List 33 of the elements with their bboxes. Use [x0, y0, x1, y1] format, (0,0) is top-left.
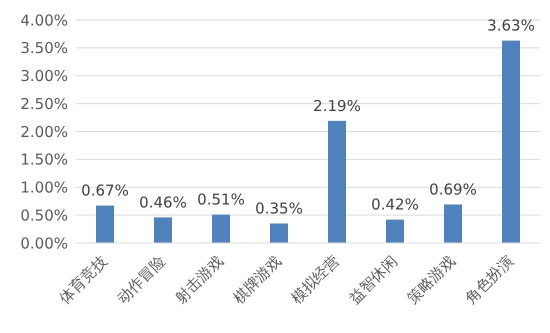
bar: [502, 40, 520, 243]
x-tick-label: 模拟经营: [288, 252, 343, 308]
bar: [96, 206, 114, 243]
y-tick-label: 3.00%: [20, 67, 68, 86]
bar: [386, 220, 404, 243]
y-tick-label: 1.00%: [20, 178, 68, 197]
x-tick-label: 棋牌游戏: [230, 252, 285, 308]
y-tick-label: 2.50%: [20, 94, 68, 113]
bar: [154, 217, 172, 243]
y-tick-label: 3.50%: [20, 39, 68, 58]
data-label: 0.35%: [255, 199, 303, 218]
data-label: 2.19%: [313, 96, 361, 115]
data-label: 0.69%: [429, 180, 477, 199]
bar: [212, 214, 230, 243]
data-label: 0.42%: [371, 196, 419, 214]
bar: [328, 120, 346, 243]
x-tick-label: 动作冒险: [114, 252, 169, 308]
bar: [444, 204, 462, 243]
y-tick-label: 0.50%: [20, 206, 68, 224]
bar: [270, 223, 288, 243]
data-label: 0.51%: [197, 190, 245, 209]
data-label: 0.46%: [139, 193, 187, 212]
y-tick-label: 4.00%: [20, 11, 68, 30]
x-tick-label: 射击游戏: [172, 252, 227, 308]
data-label: 0.67%: [81, 182, 129, 200]
data-label: 3.63%: [487, 16, 535, 35]
x-tick-label: 益智休闲: [346, 252, 401, 308]
x-tick-label: 策略游戏: [404, 252, 459, 308]
y-tick-label: 1.50%: [20, 150, 68, 169]
x-tick-label: 角色扮演: [462, 252, 517, 308]
y-tick-label: 2.00%: [20, 122, 68, 141]
x-tick-label: 体育竞技: [56, 252, 111, 308]
y-tick-label: 0.00%: [20, 234, 68, 252]
